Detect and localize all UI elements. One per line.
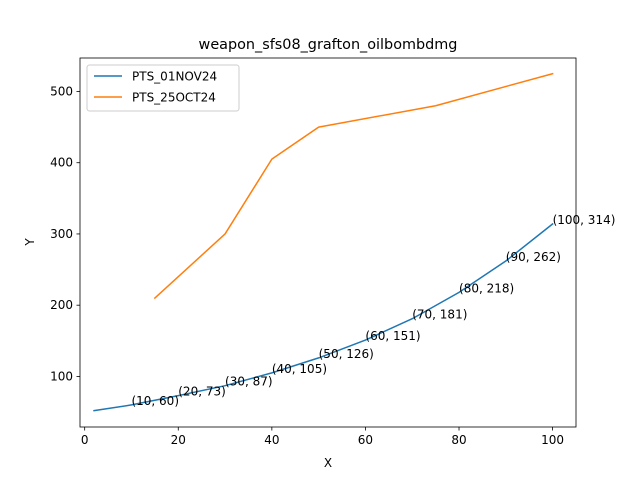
point-annotation: (90, 262)	[506, 250, 561, 264]
legend: PTS_01NOV24 PTS_25OCT24	[86, 64, 240, 112]
y-tick-label: 400	[50, 156, 73, 170]
y-axis-label: Y	[23, 238, 37, 247]
x-tick-label: 60	[358, 433, 373, 447]
y-tick-label: 200	[50, 298, 73, 312]
legend-label-1: PTS_01NOV24	[132, 70, 217, 84]
x-tick-label: 20	[171, 433, 186, 447]
series-line-1	[93, 222, 554, 412]
x-tick-label: 40	[264, 433, 279, 447]
point-annotation: (70, 181)	[412, 308, 467, 322]
x-tick-label: 0	[81, 433, 89, 447]
axes-frame	[79, 57, 577, 428]
point-annotation: (100, 314)	[553, 213, 616, 227]
y-tick-label: 500	[50, 84, 73, 98]
point-annotation: (60, 151)	[365, 329, 420, 343]
chart-title: weapon_sfs08_grafton_oilbombdmg	[199, 37, 458, 53]
x-tick-label: 80	[451, 433, 466, 447]
point-annotation: (40, 105)	[272, 362, 327, 376]
point-annotation: (30, 87)	[225, 375, 273, 389]
point-annotation: (80, 218)	[459, 281, 514, 295]
y-tick-label: 100	[50, 369, 73, 383]
y-tick-label: 300	[50, 227, 73, 241]
x-axis-label: X	[324, 456, 332, 470]
point-annotation: (10, 60)	[131, 394, 179, 408]
plot-area: (10, 60)(20, 73)(30, 87)(40, 105)(50, 12…	[93, 72, 616, 412]
point-annotation: (20, 73)	[178, 385, 226, 399]
series-line-2	[153, 72, 554, 300]
x-tick-label: 100	[541, 433, 564, 447]
point-annotation: (50, 126)	[319, 347, 374, 361]
axes: 0 20 40 60 80 100 100 200 300 400 500	[50, 57, 577, 447]
legend-box	[86, 64, 240, 112]
legend-label-2: PTS_25OCT24	[132, 91, 216, 105]
